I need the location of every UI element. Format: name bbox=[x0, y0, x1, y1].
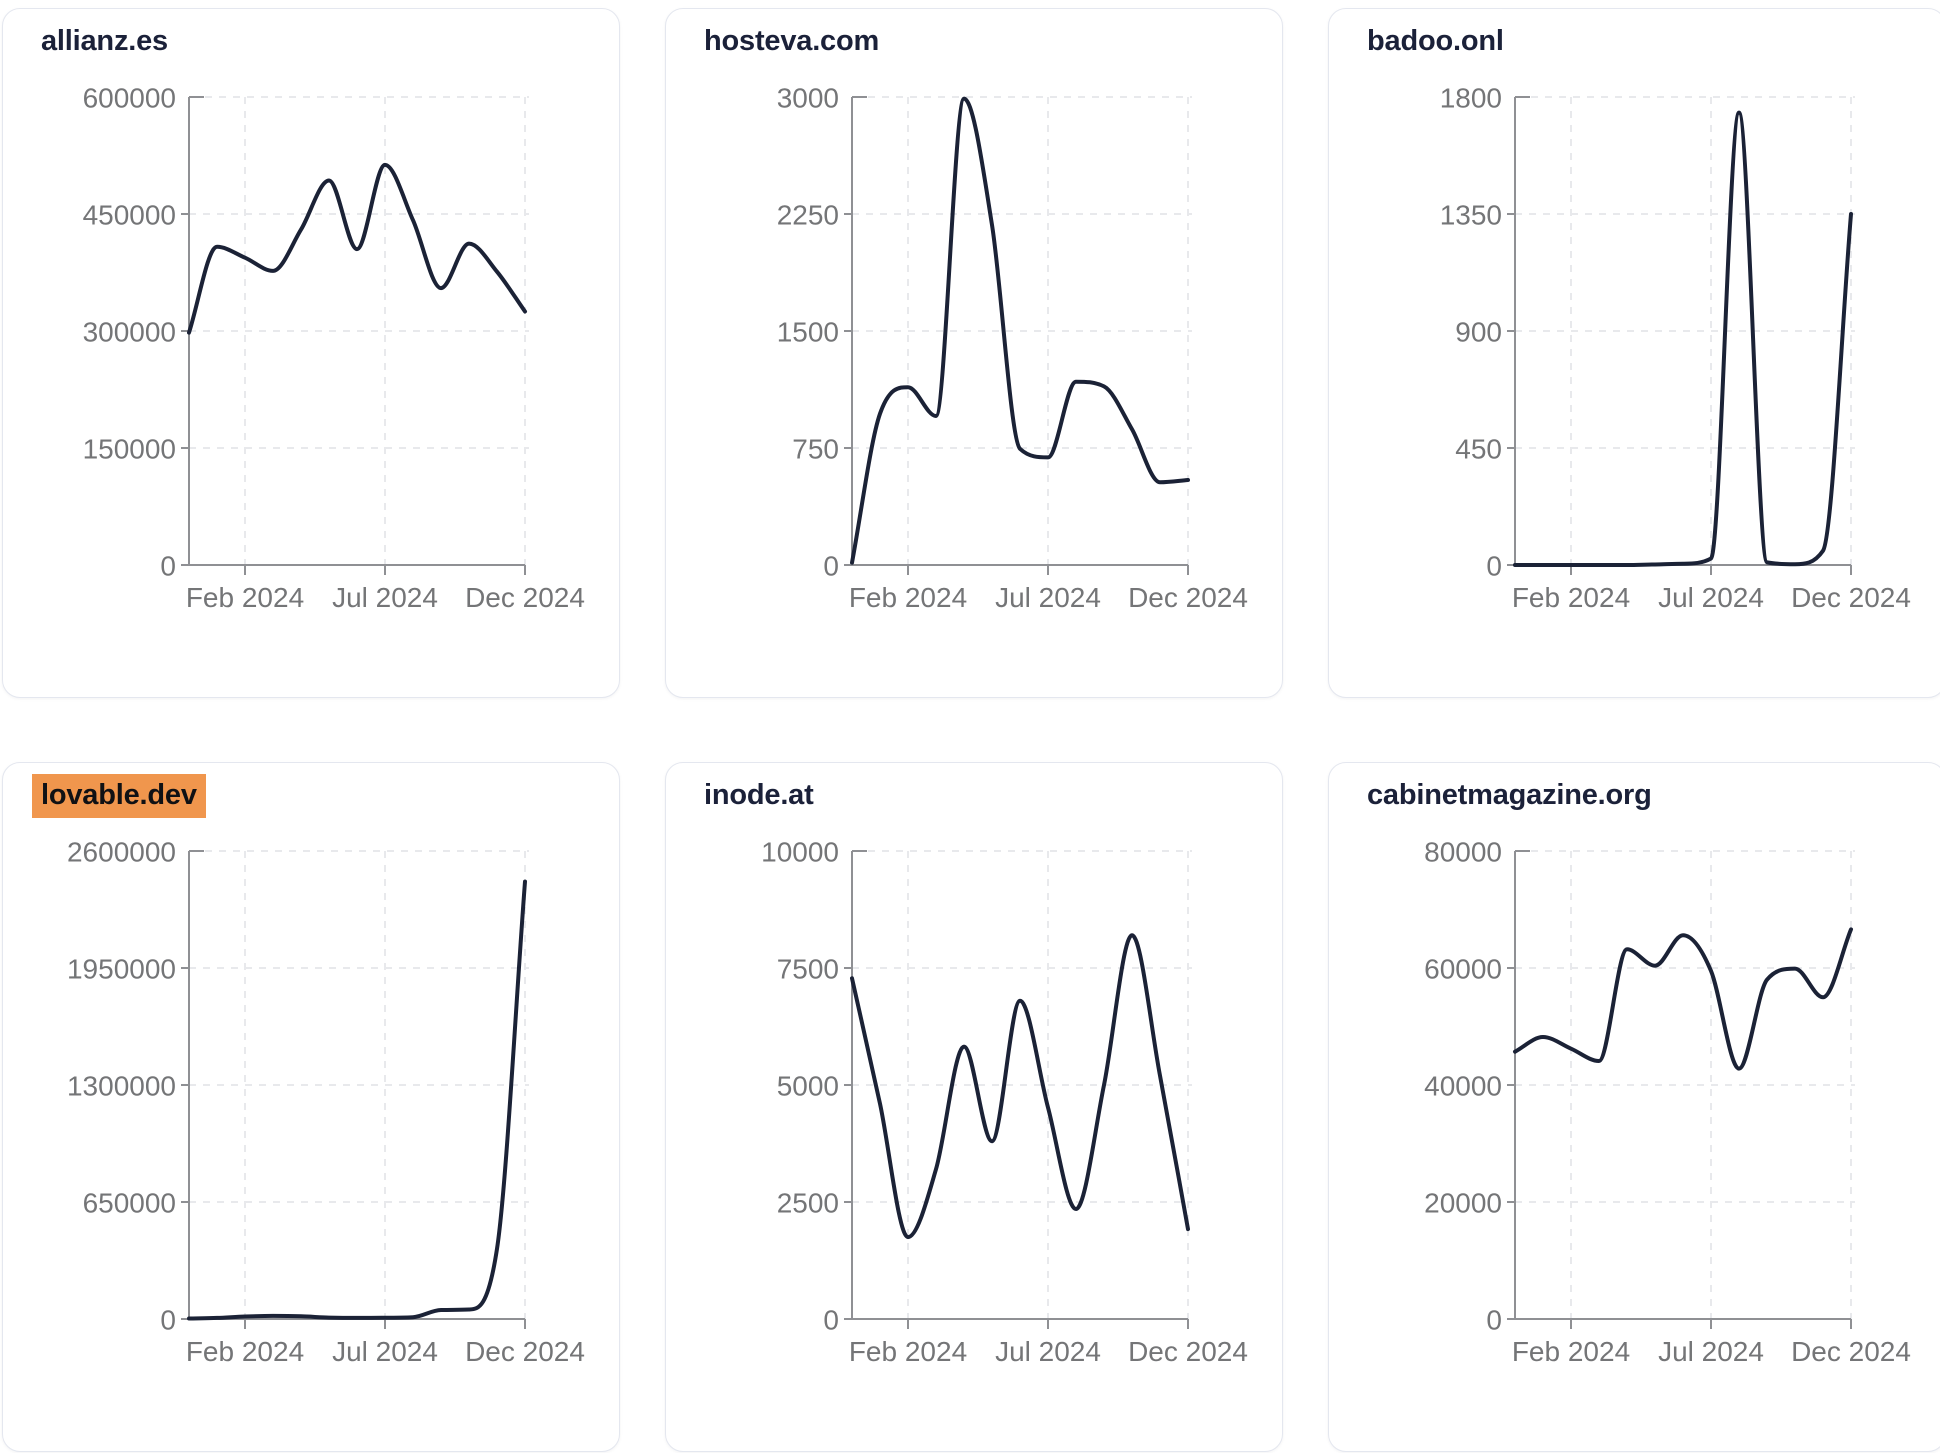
y-axis-tick-label: 0 bbox=[823, 1305, 839, 1336]
chart-title: lovable.dev bbox=[32, 774, 206, 818]
chart-title-text: badoo.onl bbox=[1367, 25, 1504, 57]
x-axis-tick-label: Dec 2024 bbox=[1128, 1336, 1248, 1367]
x-axis-tick-label: Dec 2024 bbox=[465, 1336, 585, 1367]
y-axis-tick-label: 650000 bbox=[83, 1188, 176, 1219]
x-axis-tick-label: Jul 2024 bbox=[1658, 582, 1764, 613]
line-chart: 0 750 1500 2250 3000 Feb 2024 Jul 2024 Dec 2024 bbox=[777, 83, 1248, 614]
x-axis-tick-label: Jul 2024 bbox=[332, 582, 438, 613]
x-axis-tick-label: Feb 2024 bbox=[186, 1336, 304, 1367]
x-axis-tick-label: Dec 2024 bbox=[1128, 582, 1248, 613]
x-axis-tick-label: Feb 2024 bbox=[1512, 582, 1630, 613]
chart-title-text highlight-marker: lovable.dev bbox=[32, 774, 206, 818]
x-axis-tick-label: Jul 2024 bbox=[995, 1336, 1101, 1367]
y-axis-tick-label: 750 bbox=[792, 434, 839, 465]
y-axis-tick-label: 0 bbox=[1486, 1305, 1502, 1336]
chart-card[interactable]: badoo.onl 0 450 900 1350 1800 Feb 2024 Jul 202… bbox=[1328, 8, 1940, 698]
chart-card[interactable]: lovable.dev 0 650000 1300000 1950000 2600000… bbox=[2, 762, 620, 1452]
x-axis-tick-label: Dec 2024 bbox=[465, 582, 585, 613]
y-axis-tick-label: 10000 bbox=[761, 837, 839, 868]
y-axis-tick-label: 20000 bbox=[1424, 1188, 1502, 1219]
line-chart: 0 2500 5000 7500 10000 Feb 2024 Jul 2024 Dec 20… bbox=[761, 837, 1248, 1368]
y-axis-tick-label: 7500 bbox=[777, 954, 839, 985]
chart-title: allianz.es bbox=[41, 25, 168, 58]
y-axis-tick-label: 1800 bbox=[1440, 83, 1502, 114]
y-axis-tick-label: 450 bbox=[1455, 434, 1502, 465]
chart-title-text: cabinetmagazine.org bbox=[1367, 779, 1652, 811]
chart-title: badoo.onl bbox=[1367, 25, 1504, 58]
y-axis-tick-label: 1350 bbox=[1440, 200, 1502, 231]
x-axis-tick-label: Feb 2024 bbox=[186, 582, 304, 613]
x-axis-tick-label: Jul 2024 bbox=[332, 1336, 438, 1367]
x-axis-tick-label: Jul 2024 bbox=[1658, 1336, 1764, 1367]
y-axis-tick-label: 1300000 bbox=[67, 1071, 176, 1102]
y-axis-tick-label: 1950000 bbox=[67, 954, 176, 985]
y-axis-tick-label: 600000 bbox=[83, 83, 176, 114]
y-axis-tick-label: 0 bbox=[1486, 551, 1502, 582]
x-axis-tick-label: Dec 2024 bbox=[1791, 1336, 1911, 1367]
y-axis-tick-label: 0 bbox=[160, 551, 176, 582]
y-axis-tick-label: 900 bbox=[1455, 317, 1502, 348]
chart-title: inode.at bbox=[704, 779, 814, 812]
charts-grid: allianz.es 0 150000 300000 450000 600000 Feb … bbox=[2, 8, 1940, 1452]
x-axis-tick-label: Feb 2024 bbox=[849, 582, 967, 613]
chart-title: hosteva.com bbox=[704, 25, 879, 58]
y-axis-tick-label: 2500 bbox=[777, 1188, 839, 1219]
y-axis-tick-label: 1500 bbox=[777, 317, 839, 348]
y-axis-tick-label: 0 bbox=[823, 551, 839, 582]
chart-card[interactable]: cabinetmagazine.org 0 20000 40000 60000 8000… bbox=[1328, 762, 1940, 1452]
y-axis-tick-label: 60000 bbox=[1424, 954, 1502, 985]
y-axis-tick-label: 40000 bbox=[1424, 1071, 1502, 1102]
line-chart: 0 20000 40000 60000 80000 Feb 2024 Jul 2024 Dec… bbox=[1424, 837, 1911, 1368]
chart-title: cabinetmagazine.org bbox=[1367, 779, 1652, 812]
x-axis-tick-label: Feb 2024 bbox=[849, 1336, 967, 1367]
y-axis-tick-label: 150000 bbox=[83, 434, 176, 465]
chart-title-text: inode.at bbox=[704, 779, 814, 811]
chart-title-text: allianz.es bbox=[41, 25, 168, 57]
y-axis-tick-label: 450000 bbox=[83, 200, 176, 231]
line-chart: 0 450 900 1350 1800 Feb 2024 Jul 2024 Dec 2024 bbox=[1440, 83, 1911, 614]
chart-card[interactable]: hosteva.com 0 750 1500 2250 3000 Feb 2024 Jul … bbox=[665, 8, 1283, 698]
y-axis-tick-label: 0 bbox=[160, 1305, 176, 1336]
x-axis-tick-label: Jul 2024 bbox=[995, 582, 1101, 613]
y-axis-tick-label: 300000 bbox=[83, 317, 176, 348]
chart-title-text: hosteva.com bbox=[704, 25, 880, 57]
y-axis-tick-label: 80000 bbox=[1424, 837, 1502, 868]
y-axis-tick-label: 3000 bbox=[777, 83, 839, 114]
line-chart: 0 150000 300000 450000 600000 Feb 2024 Jul 202… bbox=[83, 83, 585, 614]
x-axis-tick-label: Feb 2024 bbox=[1512, 1336, 1630, 1367]
y-axis-tick-label: 2600000 bbox=[67, 837, 176, 868]
line-chart: 0 650000 1300000 1950000 2600000 Feb 2024 Jul … bbox=[67, 837, 585, 1368]
y-axis-tick-label: 5000 bbox=[777, 1071, 839, 1102]
y-axis-tick-label: 2250 bbox=[777, 200, 839, 231]
chart-card[interactable]: allianz.es 0 150000 300000 450000 600000 Feb … bbox=[2, 8, 620, 698]
x-axis-tick-label: Dec 2024 bbox=[1791, 582, 1911, 613]
chart-card[interactable]: inode.at 0 2500 5000 7500 10000 Feb 2024 Jul 2… bbox=[665, 762, 1283, 1452]
